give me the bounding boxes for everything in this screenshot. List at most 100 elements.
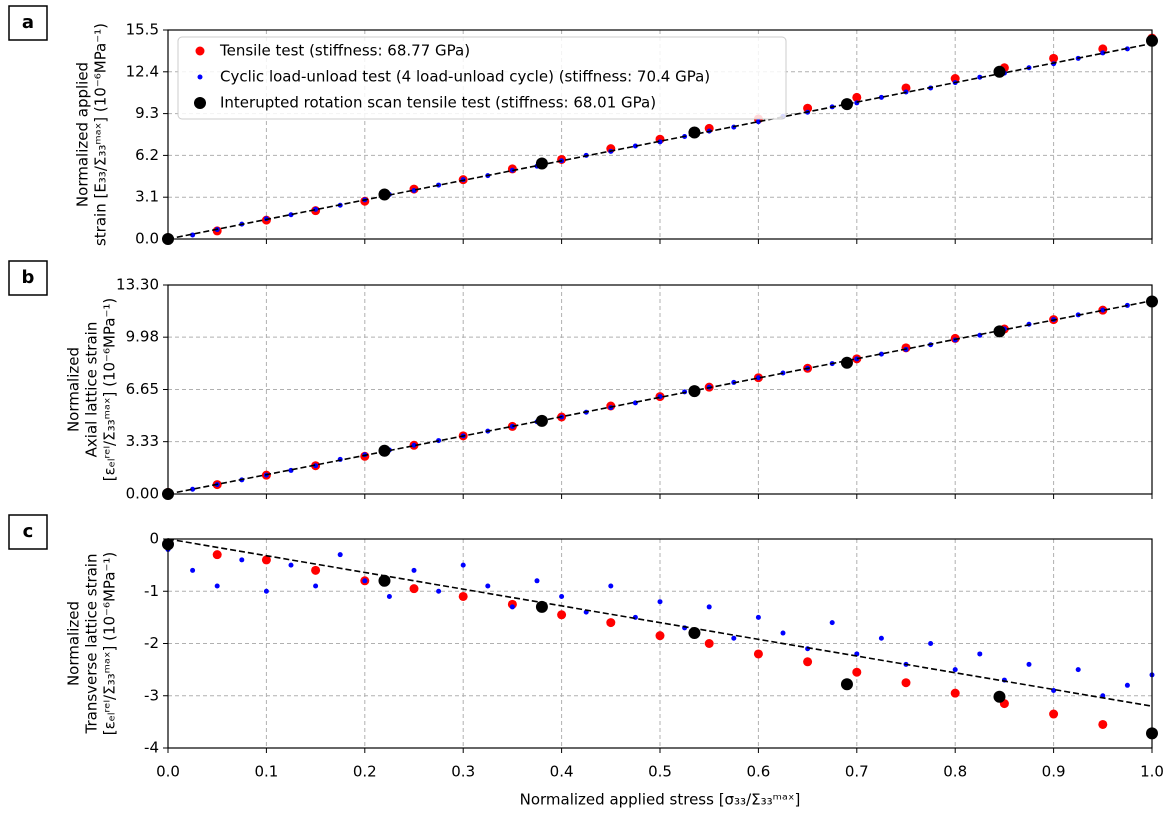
x-tick-label: 0.4 bbox=[550, 763, 574, 781]
panel-label-box bbox=[8, 514, 48, 550]
data-point bbox=[1026, 661, 1032, 667]
y-tick-label: 9.98 bbox=[126, 328, 159, 346]
data-point bbox=[688, 126, 701, 139]
data-point bbox=[878, 94, 884, 100]
y-axis-label: strain [E₃₃/Σ₃₃ᵐᵃˣ] (10⁻⁶MPa⁻¹) bbox=[92, 23, 110, 246]
data-point bbox=[993, 690, 1006, 703]
y-tick-label: 15.5 bbox=[126, 21, 159, 39]
data-point bbox=[1051, 688, 1057, 694]
data-point bbox=[606, 618, 616, 628]
data-point bbox=[509, 604, 515, 610]
data-point bbox=[901, 83, 911, 93]
data-point bbox=[952, 667, 958, 673]
data-point bbox=[535, 600, 548, 613]
legend-marker bbox=[195, 46, 205, 56]
data-point bbox=[1049, 53, 1059, 63]
x-tick-label: 0.5 bbox=[648, 763, 672, 781]
axes-frame bbox=[167, 29, 1153, 240]
data-point bbox=[755, 614, 761, 620]
axes-frame bbox=[167, 538, 1153, 749]
legend: Tensile test (stiffness: 68.77 GPa) Cycli… bbox=[177, 36, 787, 120]
data-point bbox=[993, 65, 1006, 78]
data-point bbox=[608, 583, 614, 589]
x-tick-label: 0.2 bbox=[353, 763, 377, 781]
data-point bbox=[378, 188, 391, 201]
data-point bbox=[755, 119, 761, 125]
data-point bbox=[852, 667, 862, 677]
data-point bbox=[378, 574, 391, 587]
data-point bbox=[535, 157, 548, 170]
x-tick-label: 0.0 bbox=[156, 763, 180, 781]
data-point bbox=[657, 599, 663, 605]
y-axis-label: Normalized applied bbox=[74, 62, 92, 207]
y-tick-label: -4 bbox=[144, 739, 159, 757]
y-tick-label: 13.30 bbox=[116, 276, 159, 294]
data-point bbox=[212, 550, 222, 560]
data-point bbox=[950, 74, 960, 84]
data-point bbox=[509, 423, 515, 429]
data-point bbox=[288, 467, 294, 473]
data-point bbox=[337, 552, 343, 558]
data-point bbox=[878, 635, 884, 641]
y-axis-label: Transverse lattice strain bbox=[83, 554, 101, 735]
data-point bbox=[854, 356, 860, 362]
data-point bbox=[1124, 46, 1130, 52]
legend-label: Interupted rotation scan tensile test (s… bbox=[220, 94, 656, 112]
y-tick-label: 0 bbox=[149, 530, 159, 548]
legend-box bbox=[177, 36, 787, 120]
data-point bbox=[559, 593, 565, 599]
data-point bbox=[288, 562, 294, 568]
data-point bbox=[485, 583, 491, 589]
x-axis-label: Normalized applied stress [σ₃₃/Σ₃₃ᵐᵃˣ] bbox=[520, 791, 801, 809]
data-point bbox=[263, 588, 269, 594]
y-tick-label: -1 bbox=[144, 582, 159, 600]
y-axis-label: Axial lattice strain bbox=[83, 322, 101, 458]
x-tick-label: 0.8 bbox=[943, 763, 967, 781]
fit-line bbox=[167, 538, 1153, 707]
y-tick-label: 12.4 bbox=[126, 62, 159, 80]
data-point bbox=[1098, 44, 1108, 54]
data-point bbox=[878, 351, 884, 357]
data-point bbox=[803, 103, 813, 113]
y-tick-label: 3.1 bbox=[135, 188, 159, 206]
panel-label: a bbox=[22, 12, 34, 33]
panel-label: c bbox=[23, 521, 34, 542]
y-tick-label: 3.33 bbox=[126, 432, 159, 450]
data-point bbox=[755, 375, 761, 381]
legend-label: Tensile test (stiffness: 68.77 GPa) bbox=[219, 42, 470, 60]
data-point bbox=[780, 630, 786, 636]
legend-label: Cyclic load-unload test (4 load-unload c… bbox=[220, 68, 710, 86]
data-point bbox=[753, 649, 763, 659]
data-point bbox=[409, 584, 419, 594]
y-tick-label: 0.00 bbox=[126, 485, 159, 503]
x-tick-label: 0.6 bbox=[746, 763, 770, 781]
y-tick-label: 6.65 bbox=[126, 380, 159, 398]
plot-layer bbox=[162, 538, 1158, 740]
data-point bbox=[239, 557, 245, 563]
data-point bbox=[803, 657, 813, 667]
y-axis-label: Normalized bbox=[65, 601, 83, 686]
data-point bbox=[1100, 50, 1106, 56]
legend-marker bbox=[197, 74, 203, 80]
data-point bbox=[261, 555, 271, 565]
data-point bbox=[190, 567, 196, 573]
panel-label-box bbox=[8, 260, 48, 296]
data-point bbox=[534, 578, 540, 584]
data-point bbox=[840, 356, 853, 369]
data-point bbox=[1100, 307, 1106, 313]
data-point bbox=[460, 562, 466, 568]
axes-frame bbox=[167, 284, 1153, 495]
y-tick-label: -2 bbox=[144, 634, 159, 652]
y-tick-label: 0.0 bbox=[135, 230, 159, 248]
data-point bbox=[411, 567, 417, 573]
x-tick-label: 0.7 bbox=[845, 763, 869, 781]
data-point bbox=[840, 678, 853, 691]
y-axis-label: [εₑₗʳᵉˡ/Σ₃₃ᵐᵃˣ] (10⁻⁶MPa⁻¹) bbox=[101, 552, 119, 736]
y-tick-label: -3 bbox=[144, 686, 159, 704]
data-point bbox=[557, 610, 567, 620]
data-point bbox=[436, 588, 442, 594]
data-point bbox=[632, 143, 638, 149]
data-point bbox=[977, 74, 983, 80]
fit-line bbox=[167, 42, 1153, 240]
data-point bbox=[362, 578, 368, 584]
